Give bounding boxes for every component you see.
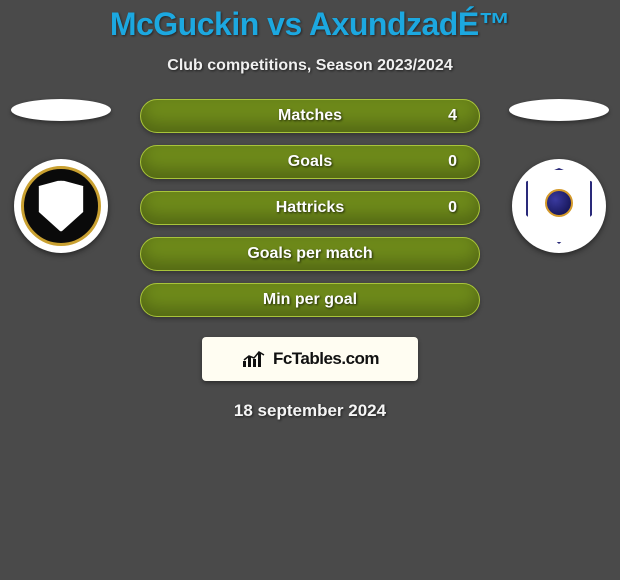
right-ellipse <box>509 99 609 121</box>
stat-label: Goals <box>288 153 332 171</box>
main-row: Matches 4 Goals 0 Hattricks 0 Goals per … <box>0 99 620 317</box>
date-text: 18 september 2024 <box>0 401 620 421</box>
stat-goals: Goals 0 <box>140 145 480 179</box>
shield-icon <box>38 180 84 232</box>
stat-matches: Matches 4 <box>140 99 480 133</box>
ball-icon <box>545 189 573 217</box>
left-team-logo[interactable] <box>14 159 108 253</box>
brand-text: FcTables.com <box>273 349 379 369</box>
stat-min-per-goal: Min per goal <box>140 283 480 317</box>
stat-goals-per-match: Goals per match <box>140 237 480 271</box>
brand-badge[interactable]: FcTables.com <box>202 337 418 381</box>
qarabag-badge-icon <box>519 163 599 249</box>
stats-column: Matches 4 Goals 0 Hattricks 0 Goals per … <box>140 99 480 317</box>
stat-label: Goals per match <box>247 245 372 263</box>
left-column <box>6 99 116 253</box>
subtitle: Club competitions, Season 2023/2024 <box>0 57 620 75</box>
right-team-logo[interactable] <box>512 159 606 253</box>
stat-value: 0 <box>448 199 457 217</box>
comparison-card: McGuckin vs AxundzadÉ™ Club competitions… <box>0 0 620 421</box>
right-column <box>504 99 614 253</box>
chart-icon <box>241 349 267 369</box>
page-title: McGuckin vs AxundzadÉ™ <box>0 6 620 43</box>
stat-hattricks: Hattricks 0 <box>140 191 480 225</box>
left-ellipse <box>11 99 111 121</box>
stat-value: 0 <box>448 153 457 171</box>
stat-label: Matches <box>278 107 342 125</box>
stat-value: 4 <box>448 107 457 125</box>
stat-label: Min per goal <box>263 291 357 309</box>
shield-icon <box>526 168 592 244</box>
dundalk-badge-icon <box>21 166 101 246</box>
stat-label: Hattricks <box>276 199 344 217</box>
